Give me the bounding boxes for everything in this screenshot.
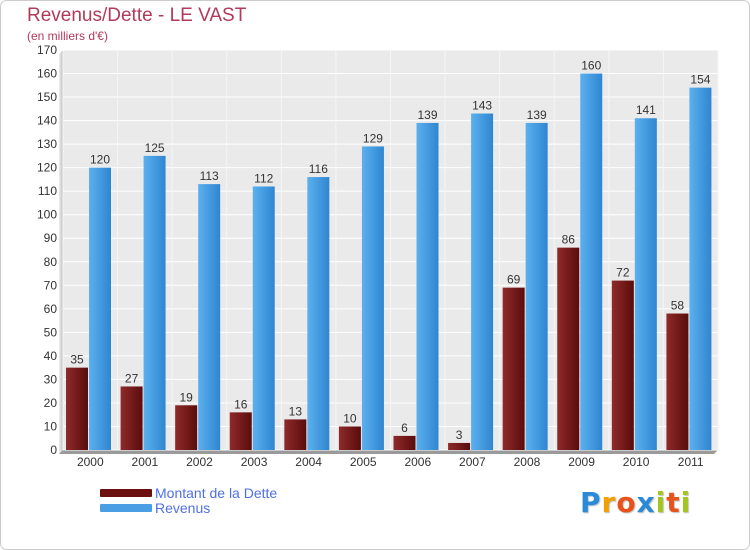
y-tick-label: 140 xyxy=(37,114,57,128)
x-tick-label: 2004 xyxy=(295,455,322,469)
y-tick-label: 80 xyxy=(44,255,58,269)
data-label-dette: 58 xyxy=(671,299,685,313)
y-tick-label: 10 xyxy=(44,419,58,433)
data-label-revenus: 154 xyxy=(690,73,710,87)
y-tick-label: 100 xyxy=(37,208,57,222)
data-label-revenus: 141 xyxy=(636,103,656,117)
logo-letter: r xyxy=(601,486,617,519)
bar-dette xyxy=(338,426,361,450)
data-label-revenus: 116 xyxy=(309,162,328,176)
data-label-revenus: 143 xyxy=(472,99,492,113)
plot-side-wall xyxy=(59,50,63,454)
data-label-dette: 19 xyxy=(179,390,193,404)
data-label-revenus: 125 xyxy=(145,141,165,155)
y-tick-label: 150 xyxy=(37,90,57,104)
y-tick-label: 90 xyxy=(44,231,58,245)
x-tick-label: 2011 xyxy=(678,455,704,469)
y-tick-label: 120 xyxy=(37,161,57,175)
bar-revenus xyxy=(89,167,111,450)
bar-revenus xyxy=(580,73,603,450)
proxiti-logo: Proxiti xyxy=(580,486,691,519)
bar-dette xyxy=(284,419,307,450)
y-tick-label: 0 xyxy=(50,443,57,457)
y-tick-label: 170 xyxy=(37,43,57,57)
bar-dette xyxy=(175,405,198,450)
bar-revenus xyxy=(307,177,330,450)
legend-label-dette: Montant de la Dette xyxy=(155,485,278,501)
bar-dette xyxy=(120,386,143,450)
data-label-revenus: 129 xyxy=(363,131,383,145)
logo-letter: i xyxy=(655,486,667,519)
bar-revenus xyxy=(416,122,439,451)
chart-title: Revenus/Dette - LE VAST xyxy=(27,5,247,26)
y-tick-label: 40 xyxy=(44,349,58,363)
bar-revenus xyxy=(252,186,275,450)
x-tick-label: 2008 xyxy=(514,455,541,469)
x-tick-label: 2002 xyxy=(186,455,213,469)
bar-dette xyxy=(393,435,416,450)
bar-dette xyxy=(666,313,689,450)
bar-revenus xyxy=(198,184,221,450)
data-label-revenus: 120 xyxy=(90,153,110,167)
legend-label-revenus: Revenus xyxy=(155,500,211,516)
data-label-revenus: 139 xyxy=(417,108,437,122)
bar-revenus xyxy=(361,146,384,450)
bar-dette xyxy=(611,280,634,450)
data-label-dette: 10 xyxy=(343,411,357,425)
plot-floor xyxy=(59,450,718,454)
legend-swatch-dette xyxy=(100,489,152,497)
bar-revenus xyxy=(471,113,494,450)
legend-swatch-revenus xyxy=(100,504,152,512)
bar-revenus xyxy=(689,87,712,450)
data-label-dette: 13 xyxy=(289,404,303,418)
data-label-dette: 27 xyxy=(125,371,139,385)
data-label-revenus: 112 xyxy=(254,171,273,185)
bar-dette xyxy=(229,412,252,450)
y-tick-label: 50 xyxy=(44,325,58,339)
x-tick-label: 2005 xyxy=(350,455,377,469)
data-label-dette: 72 xyxy=(616,266,630,280)
y-tick-label: 70 xyxy=(44,278,58,292)
x-tick-label: 2000 xyxy=(77,455,104,469)
bar-dette xyxy=(502,287,525,450)
y-tick-label: 30 xyxy=(44,372,58,386)
data-label-dette: 6 xyxy=(401,421,408,435)
chart-subtitle: (en milliers d'€) xyxy=(27,29,108,43)
logo-letter: x xyxy=(636,486,656,519)
y-tick-label: 110 xyxy=(38,184,57,198)
bar-revenus xyxy=(525,122,548,451)
bar-revenus xyxy=(634,118,657,450)
bar-dette xyxy=(448,442,471,450)
x-tick-label: 2009 xyxy=(568,455,595,469)
data-label-dette: 35 xyxy=(70,353,84,367)
x-tick-label: 2001 xyxy=(132,455,159,469)
logo-letter: t xyxy=(666,486,681,519)
y-tick-label: 20 xyxy=(44,396,58,410)
data-label-dette: 3 xyxy=(456,428,463,442)
logo-letter: i xyxy=(680,486,692,519)
y-tick-label: 160 xyxy=(37,67,57,81)
y-tick-label: 130 xyxy=(37,137,57,151)
logo-letter: o xyxy=(616,486,637,519)
x-tick-label: 2007 xyxy=(459,455,486,469)
logo-letter: P xyxy=(580,486,602,519)
bar-dette xyxy=(66,367,88,450)
data-label-dette: 86 xyxy=(562,233,576,247)
x-tick-label: 2010 xyxy=(623,455,650,469)
x-tick-label: 2006 xyxy=(404,455,431,469)
bar-dette xyxy=(557,247,580,450)
data-label-dette: 16 xyxy=(234,397,248,411)
y-tick-label: 60 xyxy=(44,302,58,316)
x-tick-label: 2003 xyxy=(241,455,268,469)
data-label-revenus: 139 xyxy=(527,108,547,122)
data-label-revenus: 113 xyxy=(200,169,219,183)
data-label-revenus: 160 xyxy=(581,59,601,73)
bar-revenus xyxy=(143,155,166,450)
data-label-dette: 69 xyxy=(507,273,521,287)
